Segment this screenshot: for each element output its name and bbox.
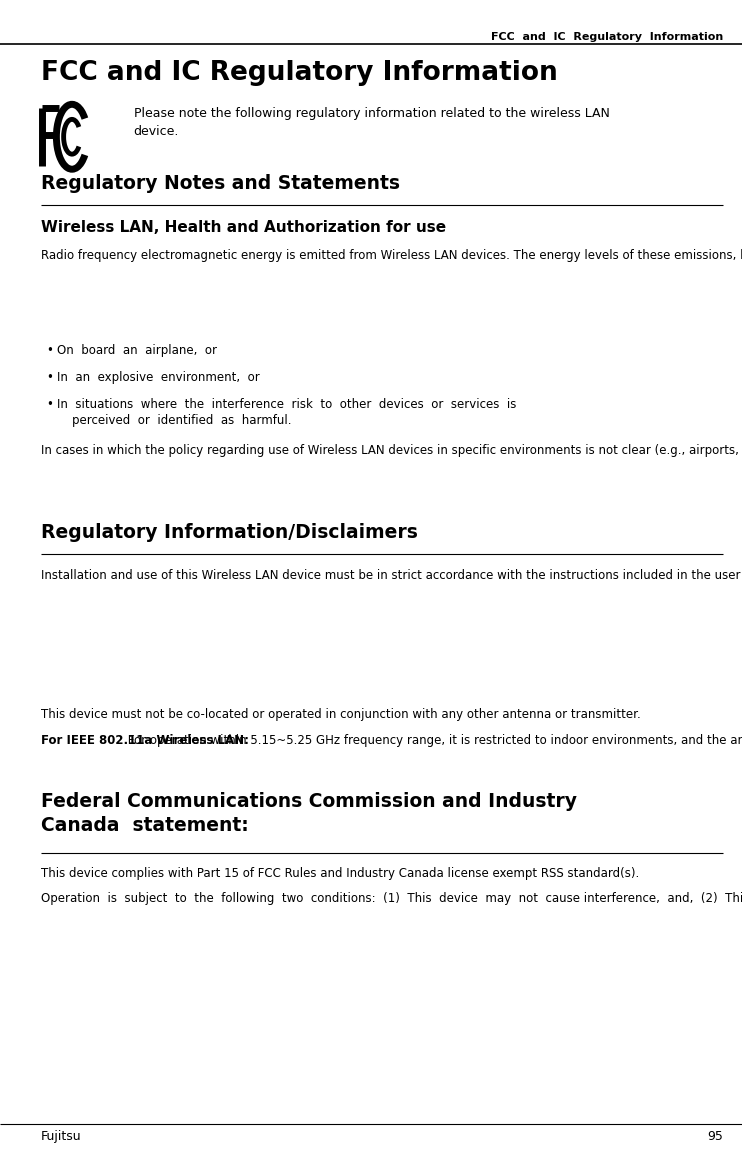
Text: On  board  an  airplane,  or: On board an airplane, or <box>57 344 217 357</box>
Text: Installation and use of this Wireless LAN device must be in strict accordance wi: Installation and use of this Wireless LA… <box>41 569 742 582</box>
Text: FCC  and  IC  Regulatory  Information: FCC and IC Regulatory Information <box>491 32 723 43</box>
Text: Please note the following regulatory information related to the wireless LAN
dev: Please note the following regulatory inf… <box>134 107 609 138</box>
Text: FCC and IC Regulatory Information: FCC and IC Regulatory Information <box>41 60 557 86</box>
Text: •: • <box>47 344 53 357</box>
Text: Regulatory Information/Disclaimers: Regulatory Information/Disclaimers <box>41 523 418 541</box>
Text: •: • <box>47 398 53 410</box>
Text: This device complies with Part 15 of FCC Rules and Industry Canada license exemp: This device complies with Part 15 of FCC… <box>41 867 639 880</box>
Text: Fujitsu: Fujitsu <box>41 1130 82 1143</box>
Text: In  an  explosive  environment,  or: In an explosive environment, or <box>57 371 260 384</box>
Text: In cases in which the policy regarding use of Wireless LAN devices in specific e: In cases in which the policy regarding u… <box>41 444 742 457</box>
Text: This device must not be co-located or operated in conjunction with any other ant: This device must not be co-located or op… <box>41 708 640 721</box>
Text: Wireless LAN, Health and Authorization for use: Wireless LAN, Health and Authorization f… <box>41 220 446 235</box>
Text: •: • <box>47 371 53 384</box>
Text: Radio frequency electromagnetic energy is emitted from Wireless LAN devices. The: Radio frequency electromagnetic energy i… <box>41 249 742 262</box>
Text: Regulatory Notes and Statements: Regulatory Notes and Statements <box>41 174 400 192</box>
Text: Federal Communications Commission and Industry
Canada  statement:: Federal Communications Commission and In… <box>41 792 577 834</box>
Text: Operation  is  subject  to  the  following  two  conditions:  (1)  This  device : Operation is subject to the following tw… <box>41 892 742 905</box>
Text: In  situations  where  the  interference  risk  to  other  devices  or  services: In situations where the interference ris… <box>57 398 516 428</box>
Text: 95: 95 <box>708 1130 723 1143</box>
Text: For IEEE 802.11a Wireless LAN:: For IEEE 802.11a Wireless LAN: <box>41 734 249 746</box>
Text: For operation within 5.15~5.25 GHz frequency range, it is restricted to indoor e: For operation within 5.15~5.25 GHz frequ… <box>124 734 742 746</box>
